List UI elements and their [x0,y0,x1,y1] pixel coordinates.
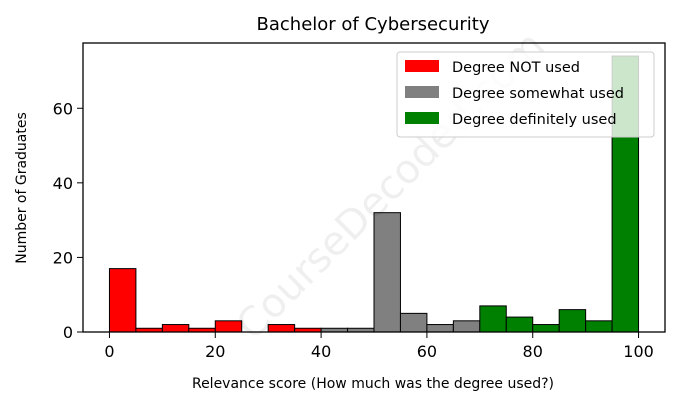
bar-3-2 [505,316,534,333]
bar-2-6 [452,320,481,333]
legend-swatch [405,112,439,124]
y-axis-label: Number of Graduates [14,112,30,264]
legend-box [396,51,655,138]
chart-title: Bachelor of Cybersecurity [257,14,490,35]
y-tick-label: 20 [53,248,73,267]
bar-2-4 [399,312,428,333]
y-tick-label: 0 [63,323,73,342]
x-axis-label: Relevance score (How much was the degree… [192,376,554,392]
x-tick-label: 40 [311,342,331,361]
legend: Degree NOT used Degree somewhat used Degre… [396,51,655,138]
y-tick-label: 40 [53,174,73,193]
legend-label: Degree NOT used [452,60,580,76]
x-tick-label: 80 [523,342,543,361]
bar-3-3 [532,324,560,333]
x-tick-label: 20 [205,342,225,361]
bar-3-5 [585,320,613,333]
x-tick-label: 0 [104,342,114,361]
bar-1-3 [161,324,190,333]
x-tick-label: 100 [623,342,654,361]
y-tick-label: 60 [53,99,73,118]
x-tick-label: 60 [417,342,437,361]
x-axis-ticks: 0 20 40 60 80 100 [104,332,654,361]
bar-3-4 [558,309,587,333]
plot-area-frame [82,42,666,333]
bar-2-5 [426,324,454,333]
legend-label: Degree definitely used [452,112,617,128]
legend-swatch [405,60,439,72]
legend-swatch [405,86,439,98]
y-axis-ticks: 0 20 40 60 [53,99,83,342]
legend-label: Degree somewhat used [452,86,624,102]
bar-1-1 [108,268,137,333]
bar-3-1 [479,305,507,333]
